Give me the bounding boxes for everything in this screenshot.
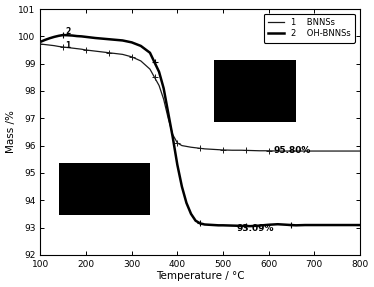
X-axis label: Temperature / °C: Temperature / °C — [156, 272, 245, 282]
Text: 1: 1 — [65, 41, 71, 50]
Y-axis label: Mass /%: Mass /% — [6, 110, 16, 153]
Text: 95.80%: 95.80% — [273, 146, 310, 155]
Bar — [214, 60, 296, 122]
Text: 2: 2 — [65, 27, 71, 36]
Text: 93.09%: 93.09% — [237, 224, 274, 233]
Legend: 1    BNNSs, 2    OH-BNNSs: 1 BNNSs, 2 OH-BNNSs — [264, 14, 355, 42]
Bar — [59, 163, 150, 215]
